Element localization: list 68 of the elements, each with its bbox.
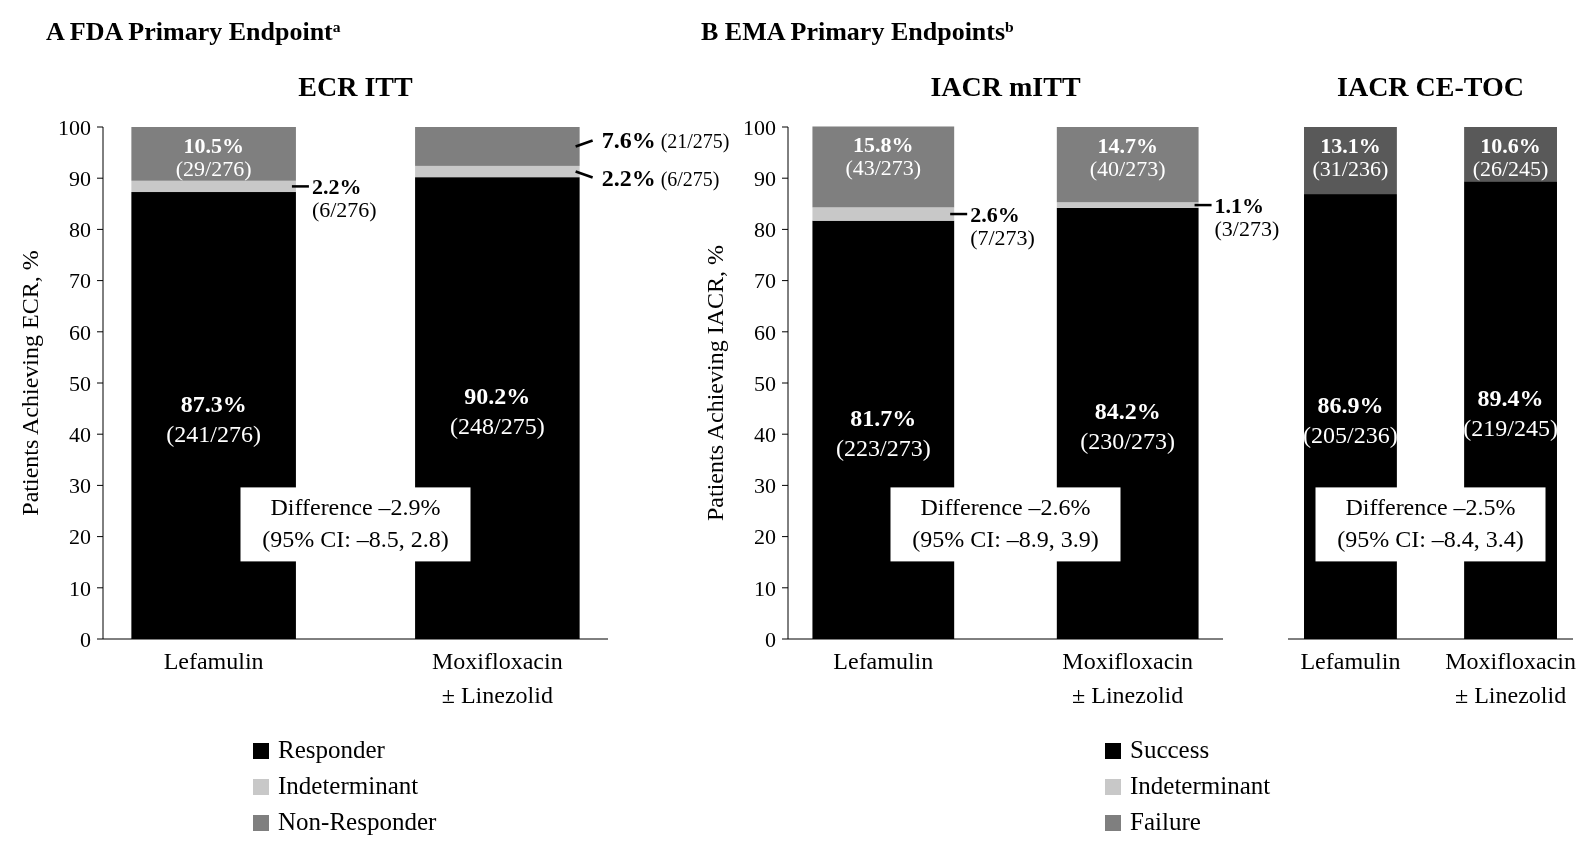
legend-label: Responder [278,736,386,763]
y-tick-label: 70 [754,268,776,294]
y-tick-label: 100 [58,114,91,140]
y-tick-label: 60 [69,319,91,345]
y-tick-label: 40 [754,421,776,447]
x-tick-label: Lefamulin [1300,648,1401,674]
bar [131,180,296,193]
x-tick-label: Moxifloxacin ± Linezolid [432,648,563,708]
data-label: 2.2% (6/275) [601,164,720,191]
data-label: 14.7% (40/273) [1089,133,1166,181]
data-label: 81.7% (223/273) [835,404,931,461]
x-tick-label: Lefamulin [163,648,264,674]
y-tick-label: 100 [743,114,776,140]
x-tick-label: Moxifloxacin ± Linezolid [1445,648,1576,708]
chart-subtitle: B EMA Primary Endpoints$^{b}$ [701,17,1015,46]
annotation: Difference –2.9% (95% CI: –8.5, 2.8) [262,494,449,553]
bar [812,126,955,208]
y-axis-title: Patients Achieving ECR, % [17,250,43,516]
y-tick-label: 30 [754,473,776,499]
legend-label: Indeterminant [278,772,419,799]
x-tick-label: Moxifloxacin ± Linezolid [1062,648,1194,708]
x-tick-label: Lefamulin [833,648,934,674]
y-tick-label: 20 [69,524,91,550]
legend-label: Success [1130,736,1210,763]
y-tick-label: 70 [69,268,91,294]
data-label: 1.1% (3/273) [1214,193,1280,242]
bar [1056,127,1199,203]
annotation: Difference –2.6% (95% CI: –8.9, 3.9) [912,494,1099,553]
data-label: 89.4% (219/245) [1463,385,1558,442]
y-tick-label: 10 [754,575,776,601]
bar [131,127,296,181]
legend-label: Indeterminant [1130,772,1271,799]
y-tick-label: 90 [69,165,91,191]
data-label: 10.5% (29/276) [175,133,252,181]
data-label: 86.9% (205/236) [1303,391,1398,448]
data-label: 2.6% (7/273) [970,202,1035,251]
legend-label: Failure [1130,808,1201,835]
bar [812,207,955,221]
y-tick-label: 60 [754,319,776,345]
annotation: Difference –2.5% (95% CI: –8.4, 3.4) [1337,494,1524,553]
y-tick-label: 30 [69,473,91,499]
data-label: 2.2% (6/276) [311,174,377,223]
y-tick-label: 0 [80,626,91,652]
chart-title: ECR ITT [298,71,413,102]
data-label: 7.6% (21/275) [601,127,730,154]
bar [415,127,580,166]
bar [415,165,580,178]
chart-title: IACR CE-TOC [1337,71,1524,102]
data-label: 10.6% (26/245) [1472,133,1549,181]
y-axis-title: Patients Achieving IACR, % [702,245,728,521]
y-tick-label: 20 [754,524,776,550]
y-tick-label: 80 [754,217,776,243]
data-label: 15.8% (43/273) [845,132,922,181]
chart-title: IACR mITT [930,71,1081,102]
y-tick-label: 0 [765,626,776,652]
y-tick-label: 10 [69,575,91,601]
legend-label: Non-Responder [278,808,437,835]
y-tick-label: 50 [69,370,91,396]
data-label: 84.2% (230/273) [1080,398,1176,455]
y-tick-label: 50 [754,370,776,396]
y-tick-label: 90 [754,165,776,191]
chart-subtitle: A FDA Primary Endpoint$^{a}$ [46,17,341,46]
y-tick-label: 80 [69,217,91,243]
data-label: 90.2% (248/275) [450,383,545,440]
data-label: 13.1% (31/236) [1312,133,1389,181]
bar [1056,202,1199,208]
y-tick-label: 40 [69,421,91,447]
data-label: 87.3% (241/276) [166,390,261,447]
